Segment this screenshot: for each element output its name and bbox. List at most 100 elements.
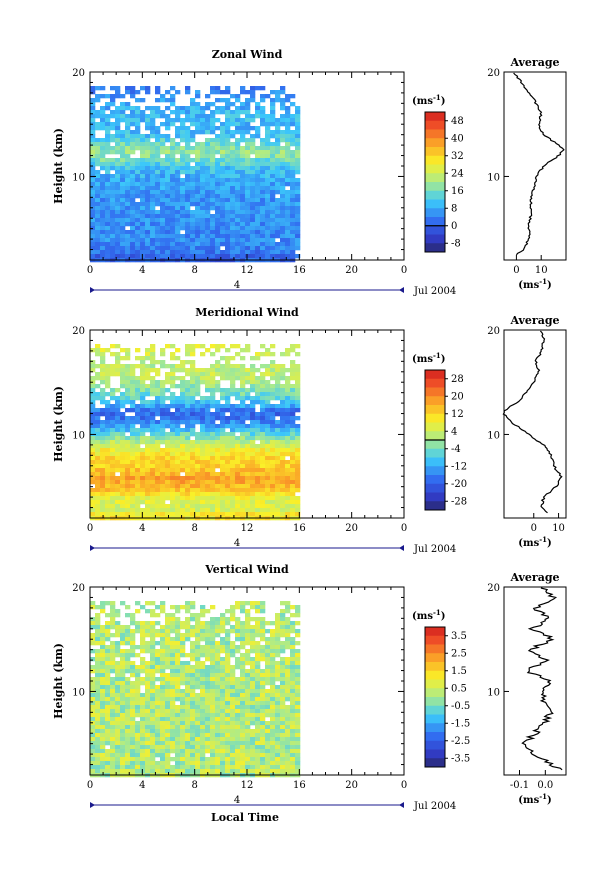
- heatmap-cell: [220, 166, 226, 171]
- heatmap-cell: [100, 150, 106, 155]
- heatmap-cell: [185, 685, 191, 690]
- heatmap-cell: [155, 649, 161, 654]
- heatmap-cell: [280, 649, 286, 654]
- heatmap-cell: [150, 364, 156, 369]
- heatmap-cell: [100, 158, 106, 163]
- colorbar-tick-label: 0: [451, 221, 457, 232]
- heatmap-cell: [170, 392, 176, 397]
- heatmap-cell: [140, 484, 146, 489]
- heatmap-cell: [275, 174, 281, 179]
- heatmap-cell: [165, 496, 171, 501]
- heatmap-cell: [150, 158, 156, 163]
- heatmap-cell: [210, 198, 216, 203]
- heatmap-cell: [110, 230, 116, 235]
- heatmap-cell: [285, 114, 291, 119]
- heatmap-cell: [130, 134, 136, 139]
- heatmap-cell: [220, 250, 226, 255]
- heatmap-cell: [290, 190, 296, 195]
- heatmap-cell: [175, 250, 181, 255]
- heatmap-cell: [205, 444, 211, 449]
- heatmap-cell: [145, 504, 151, 509]
- heatmap-cell: [170, 412, 176, 417]
- heatmap-cell: [95, 150, 101, 155]
- heatmap-cell: [160, 633, 166, 638]
- heatmap-cell: [275, 372, 281, 377]
- heatmap-cell: [230, 202, 236, 207]
- heatmap-cell: [165, 388, 171, 393]
- heatmap-cell: [265, 416, 271, 421]
- heatmap-cell: [205, 645, 211, 650]
- heatmap-cell: [165, 633, 171, 638]
- heatmap-cell: [260, 222, 266, 227]
- heatmap-cell: [95, 484, 101, 489]
- heatmap-cell: [290, 134, 296, 139]
- heatmap-cell: [120, 424, 126, 429]
- heatmap-cell: [110, 218, 116, 223]
- heatmap-cell: [90, 729, 96, 734]
- heatmap-cell: [125, 725, 131, 730]
- heatmap-cell: [190, 440, 196, 445]
- heatmap-cell: [260, 476, 266, 481]
- heatmap-cell: [160, 380, 166, 385]
- heatmap-cell: [185, 653, 191, 658]
- heatmap-cell: [255, 665, 261, 670]
- heatmap-cell: [140, 701, 146, 706]
- heatmap-cell: [205, 142, 211, 147]
- heatmap-cell: [195, 218, 201, 223]
- heatmap-cell: [125, 348, 131, 353]
- heatmap-cell: [180, 641, 186, 646]
- heatmap-cell: [190, 384, 196, 389]
- heatmap-cell: [170, 661, 176, 666]
- heatmap-cell: [135, 250, 141, 255]
- heatmap-cell: [155, 653, 161, 658]
- heatmap-cell: [170, 210, 176, 215]
- heatmap-cell: [220, 745, 226, 750]
- heatmap-cell: [190, 476, 196, 481]
- heatmap-cell: [290, 388, 296, 393]
- heatmap-cell: [225, 496, 231, 501]
- heatmap-cell: [135, 392, 141, 397]
- heatmap-cell: [265, 384, 271, 389]
- heatmap-cell: [165, 166, 171, 171]
- heatmap-cell: [290, 182, 296, 187]
- heatmap-cell: [240, 701, 246, 706]
- heatmap-cell: [135, 621, 141, 626]
- heatmap-cell: [260, 214, 266, 219]
- heatmap-cell: [90, 186, 96, 191]
- heatmap-cell: [270, 170, 276, 175]
- heatmap-cell: [110, 238, 116, 243]
- heatmap-cell: [95, 701, 101, 706]
- heatmap-cell: [230, 130, 236, 135]
- heatmap-cell: [290, 697, 296, 702]
- heatmap-cell: [225, 645, 231, 650]
- x-tick-label: 12: [241, 523, 254, 534]
- heatmap-cell: [220, 388, 226, 393]
- heatmap-cell: [175, 609, 181, 614]
- heatmap-cell: [180, 669, 186, 674]
- heatmap-cell: [95, 717, 101, 722]
- heatmap-cell: [185, 468, 191, 473]
- heatmap-cell: [130, 645, 136, 650]
- heatmap-cell: [265, 380, 271, 385]
- heatmap-cell: [255, 601, 261, 606]
- heatmap-cell: [140, 356, 146, 361]
- heatmap-cell: [290, 456, 296, 461]
- heatmap-cell: [270, 713, 276, 718]
- heatmap-cell: [135, 432, 141, 437]
- heatmap-cell: [135, 118, 141, 123]
- heatmap-cell: [260, 621, 266, 626]
- heatmap-cell: [275, 673, 281, 678]
- heatmap-cell: [275, 508, 281, 513]
- heatmap-cell: [170, 222, 176, 227]
- heatmap-cell: [170, 158, 176, 163]
- heatmap-cell: [185, 452, 191, 457]
- heatmap-cell: [230, 214, 236, 219]
- heatmap-cell: [260, 753, 266, 758]
- heatmap-cell: [130, 673, 136, 678]
- heatmap-cell: [95, 218, 101, 223]
- heatmap-cell: [295, 198, 301, 203]
- heatmap-cell: [150, 733, 156, 738]
- heatmap-cell: [145, 725, 151, 730]
- day-bar-left-marker: [90, 287, 95, 293]
- heatmap-cell: [175, 653, 181, 658]
